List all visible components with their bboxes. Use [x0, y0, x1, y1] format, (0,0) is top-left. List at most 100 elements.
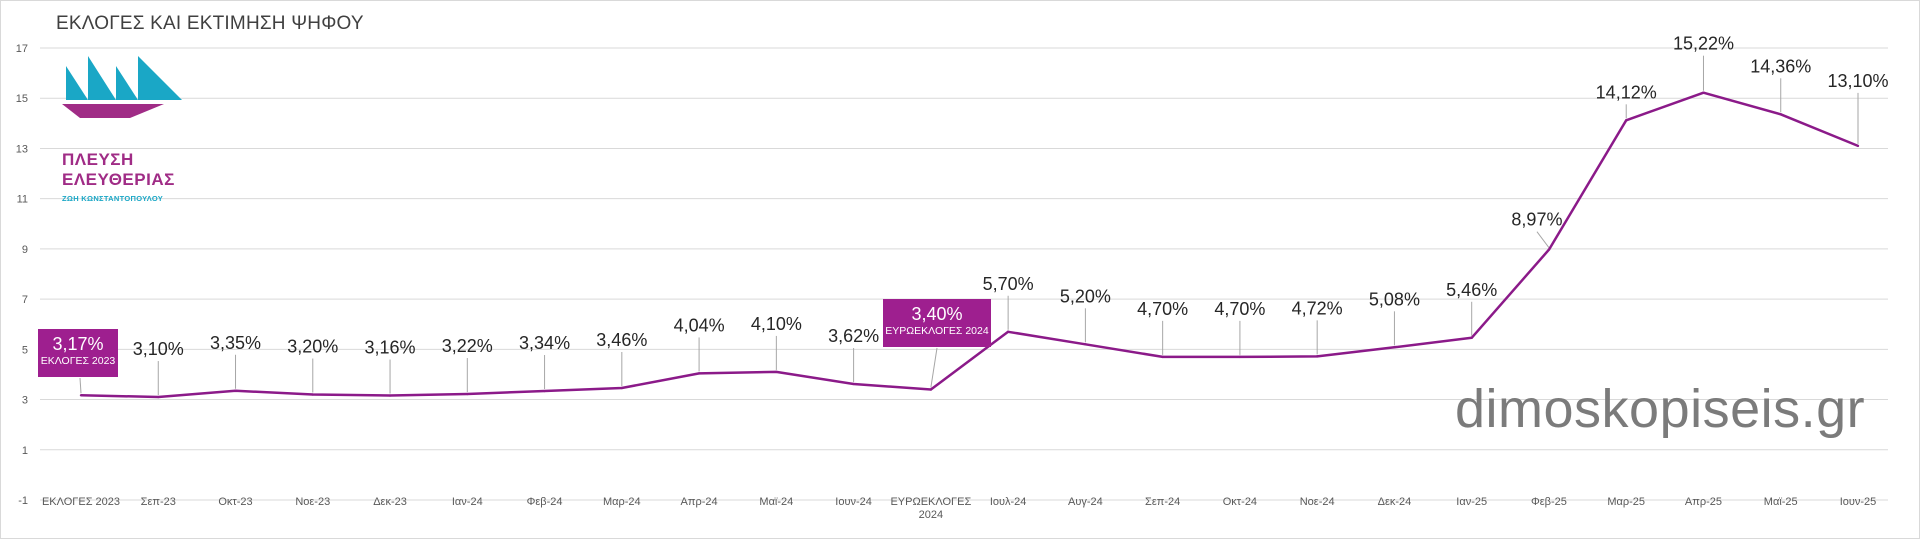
callout-label: ΕΥΡΩΕΚΛΟΓΕΣ 2024 — [885, 325, 989, 337]
data-labels: 3,10% 3,35% 3,20% 3,16% 3,22% 3,34% 3,46% 4,04%… — [133, 34, 1889, 359]
data-label: 3,16% — [365, 338, 416, 358]
data-label: 4,04% — [674, 315, 725, 335]
x-tick-label: Φεβ-24 — [527, 496, 563, 508]
data-point — [466, 392, 469, 396]
data-point — [775, 370, 778, 374]
data-label: 15,22% — [1673, 34, 1734, 54]
data-label: 8,97% — [1511, 210, 1562, 230]
data-point — [1856, 144, 1860, 148]
data-label: 3,34% — [519, 333, 570, 353]
data-label: 4,70% — [1214, 299, 1265, 319]
party-logo: ΠΛΕΥΣΗ ΕΛΕΥΘΕΡΙΑΣ ΖΩΗ ΚΩΝΣΤΑΝΤΟΠΟΥΛΟΥ — [60, 54, 200, 214]
callout-elections-2023: 3,17% ΕΚΛΟΓΕΣ 2023 — [38, 329, 118, 377]
x-tick-label: Δεκ-23 — [373, 496, 407, 508]
label-leader-lines — [79, 55, 1859, 396]
data-label: 4,10% — [751, 314, 802, 334]
data-label: 4,72% — [1292, 298, 1343, 318]
logo-text-line3: ΖΩΗ ΚΩΝΣΤΑΝΤΟΠΟΥΛΟΥ — [62, 194, 164, 203]
data-point — [1470, 336, 1473, 339]
x-tick-label: Απρ-24 — [681, 496, 718, 508]
x-tick-label: Αυγ-24 — [1068, 496, 1103, 508]
data-point — [311, 393, 314, 396]
data-label: 3,20% — [287, 337, 338, 357]
data-label: 4,70% — [1137, 299, 1188, 319]
data-label: 5,20% — [1060, 286, 1111, 306]
data-point — [157, 395, 160, 399]
data-point — [929, 388, 933, 391]
y-tick-label: 11 — [17, 194, 28, 206]
data-label: 5,46% — [1446, 280, 1497, 300]
x-tick-label: Σεπ-24 — [1145, 496, 1180, 508]
data-label: 14,12% — [1596, 82, 1657, 102]
data-point — [543, 389, 546, 393]
data-point — [1625, 119, 1628, 122]
x-tick-label: Μαρ-25 — [1607, 496, 1645, 508]
x-tick-label: Μαϊ-24 — [759, 496, 793, 508]
logo-text-line1: ΠΛΕΥΣΗ — [62, 150, 134, 169]
leader-line — [79, 377, 82, 394]
callout-value: 3,40% — [911, 304, 963, 324]
data-point — [234, 389, 237, 392]
series-polyline — [80, 91, 1859, 399]
y-tick-label: 17 — [16, 43, 28, 55]
x-tick-label: Νοε-24 — [1300, 496, 1335, 508]
data-point — [1547, 248, 1551, 251]
x-tick-label: Απρ-25 — [1685, 496, 1722, 508]
data-point — [1238, 355, 1242, 359]
x-tick-label: Οκτ-24 — [1223, 496, 1257, 508]
data-point — [620, 386, 624, 390]
data-point — [1161, 355, 1164, 359]
logo-text-line2: ΕΛΕΥΘΕΡΙΑΣ — [62, 170, 175, 189]
y-tick-label: 1 — [22, 445, 28, 457]
leader-line — [930, 347, 938, 388]
data-point — [79, 394, 83, 397]
data-point — [1702, 91, 1705, 94]
leader-line — [1536, 231, 1550, 248]
data-label: 5,08% — [1369, 289, 1420, 309]
data-label: 3,35% — [210, 333, 261, 353]
data-label: 3,22% — [442, 336, 493, 356]
callout-label: ΕΚΛΟΓΕΣ 2023 — [40, 355, 116, 367]
ship-sails-icon — [62, 56, 182, 118]
x-tick-label: ΕΥΡΩΕΚΛΟΓΕΣ 2024 — [890, 496, 971, 521]
x-tick-label: Ιουν-25 — [1840, 496, 1877, 508]
y-tick-label: 3 — [22, 395, 28, 407]
data-point — [1084, 343, 1087, 346]
data-point — [1393, 346, 1396, 349]
x-tick-label: Φεβ-25 — [1531, 496, 1567, 508]
watermark: dimoskopiseis.gr — [1455, 379, 1866, 439]
data-point — [697, 372, 701, 375]
x-tick-label: Σεπ-23 — [141, 496, 176, 508]
data-label: 13,10% — [1827, 71, 1888, 91]
callout-value: 3,17% — [52, 334, 104, 354]
data-label: 3,46% — [596, 330, 647, 350]
y-tick-label: -1 — [18, 495, 28, 507]
x-tick-label: Νοε-23 — [295, 496, 330, 508]
data-label: 5,70% — [983, 274, 1034, 294]
x-tick-label: Ιαν-24 — [452, 496, 483, 508]
x-tick-label: Ιαν-25 — [1456, 496, 1487, 508]
x-tick-label: ΕΚΛΟΓΕΣ 2023 — [42, 496, 120, 508]
data-point — [1779, 113, 1782, 116]
y-tick-label: 9 — [22, 244, 28, 256]
chart-title: ΕΚΛΟΓΕΣ ΚΑΙ ΕΚΤΙΜΗΣΗ ΨΗΦΟΥ — [56, 13, 364, 34]
x-tick-label: Ιουν-24 — [835, 496, 872, 508]
y-tick-label: 13 — [16, 143, 28, 155]
data-point — [388, 394, 392, 397]
x-tick-label: Μαϊ-25 — [1764, 496, 1798, 508]
y-tick-label: 15 — [16, 93, 28, 105]
data-point — [1006, 330, 1010, 333]
y-tick-label: 5 — [22, 344, 28, 356]
x-axis-ticks: ΕΚΛΟΓΕΣ 2023 Σεπ-23 Οκτ-23 Νοε-23 Δεκ-23 Ιαν-… — [42, 496, 1876, 521]
data-point — [852, 382, 855, 386]
data-point — [1315, 355, 1319, 358]
data-label: 3,62% — [828, 326, 879, 346]
x-tick-label: Δεκ-24 — [1378, 496, 1412, 508]
x-tick-label: Μαρ-24 — [603, 496, 641, 508]
x-tick-label: Οκτ-23 — [218, 496, 252, 508]
callout-euroelections-2024: 3,40% ΕΥΡΩΕΚΛΟΓΕΣ 2024 — [883, 299, 991, 347]
series-line — [79, 91, 1860, 399]
